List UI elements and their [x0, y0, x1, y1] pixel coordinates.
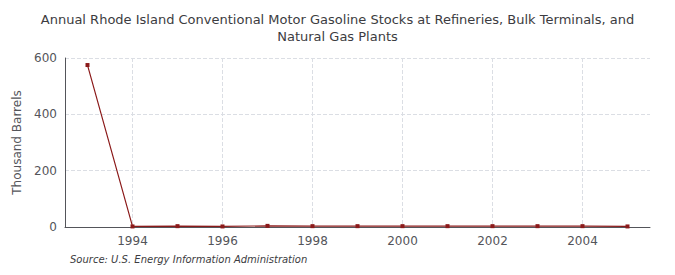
svg-text:600: 600: [34, 51, 57, 65]
svg-text:2000: 2000: [387, 234, 418, 248]
svg-text:1996: 1996: [207, 234, 238, 248]
svg-text:1994: 1994: [117, 234, 148, 248]
svg-text:400: 400: [34, 107, 57, 121]
svg-text:1998: 1998: [297, 234, 328, 248]
svg-text:2004: 2004: [567, 234, 598, 248]
svg-text:Annual Rhode Island Convention: Annual Rhode Island Conventional Motor G…: [41, 12, 634, 27]
svg-text:Natural Gas Plants: Natural Gas Plants: [277, 29, 398, 44]
svg-text:200: 200: [34, 164, 57, 178]
svg-text:Thousand Barrels: Thousand Barrels: [10, 90, 24, 195]
svg-text:0: 0: [49, 220, 57, 234]
svg-text:Source: U.S. Energy Informatio: Source: U.S. Energy Information Administ…: [70, 254, 307, 265]
svg-text:2002: 2002: [477, 234, 508, 248]
